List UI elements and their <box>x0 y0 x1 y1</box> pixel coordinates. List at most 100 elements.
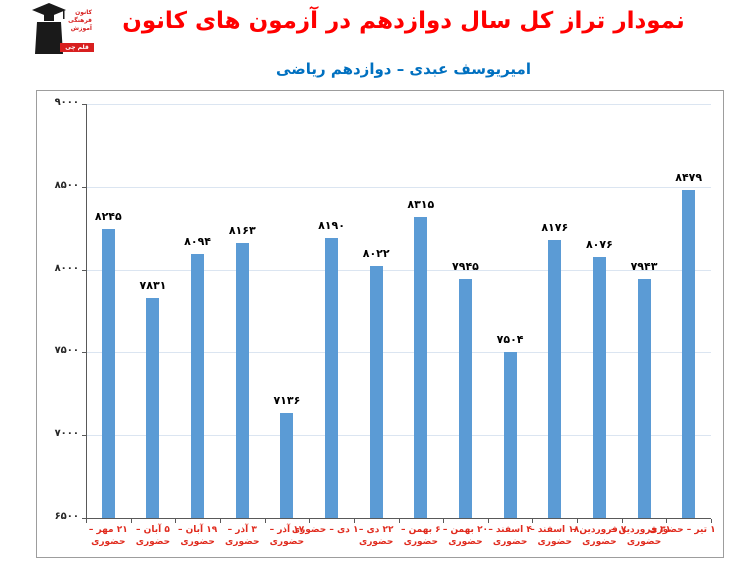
bar <box>682 190 696 518</box>
bar <box>637 279 651 518</box>
x-axis-tick <box>130 519 132 523</box>
x-tick-label: ۲۱ مهر – حضوری <box>81 525 135 548</box>
bar <box>101 229 115 518</box>
y-tick-label: ۷۰۰۰ <box>54 428 79 440</box>
bar-value-label: ۸۲۴۵ <box>94 210 122 224</box>
gridline <box>86 186 711 188</box>
bar <box>235 242 249 518</box>
x-tick-label-line: حضوری <box>135 536 171 547</box>
x-axis-tick <box>532 519 534 523</box>
gridline <box>86 352 711 354</box>
x-tick-label-line: حضوری <box>225 536 260 547</box>
x-tick-label-line: ۲۰ بهمن – <box>442 525 489 535</box>
bar-value-label: ۸۳۱۵ <box>407 198 435 212</box>
bar-value-label: ۸۰۹۴ <box>184 235 212 249</box>
x-tick-label: ۳ آذر – حضوری <box>215 525 269 548</box>
bar-value-label: ۸۰۲۲ <box>362 246 390 260</box>
x-tick-label-line: ۱۹ آبان – <box>177 525 218 535</box>
y-axis-tick <box>82 435 86 437</box>
x-tick-label: ۱۸ اسفند – حضوری <box>528 525 582 548</box>
x-tick-label-line: حضوری <box>180 536 215 547</box>
x-tick-label-line: حضوری <box>626 536 662 547</box>
x-tick-label-line: ۳ آذر – <box>227 525 257 535</box>
x-tick-label: ۶ بهمن – حضوری <box>394 525 448 548</box>
x-tick-label: ۷ فروردین – حضوری <box>571 525 627 548</box>
y-axis-tick <box>82 352 86 354</box>
x-tick-label-line: حضوری <box>492 536 528 547</box>
bar-value-label: ۷۸۳۱ <box>139 278 167 292</box>
bar <box>280 412 294 518</box>
x-axis-tick <box>264 519 266 523</box>
x-axis-tick <box>309 519 311 523</box>
logo-banner: قلم چی <box>60 43 94 52</box>
x-axis-tick <box>219 519 221 523</box>
y-axis-tick <box>82 518 86 519</box>
bar-chart: ۹۰۰۰ ۸۵۰۰ ۸۰۰۰ ۷۵۰۰ ۷۰۰۰ ۶۵۰۰ ۸۲۴۵ ۲۱ مهر – حضور… <box>36 90 724 558</box>
x-axis-tick <box>398 519 400 523</box>
x-tick-label-line: حضوری <box>537 536 572 547</box>
logo-text: کانون فرهنگی آموزش <box>68 9 92 32</box>
y-axis-tick <box>82 269 86 271</box>
chart-subtitle: امیریوسف عبدی – دوازدهم ریاضی <box>276 60 531 78</box>
graduate-icon <box>32 3 66 54</box>
x-tick-label-line: حضوری <box>91 536 126 547</box>
x-tick-label-line: ۳۱ فروردین – <box>610 525 672 535</box>
y-axis-tick <box>82 104 86 105</box>
bar <box>325 238 339 518</box>
bar-value-label: ۸۱۹۰ <box>318 219 345 233</box>
x-tick-label-line: حضوری <box>358 536 394 547</box>
bar <box>592 257 606 518</box>
x-tick-label-line: ۱۷ آذر – <box>269 525 305 535</box>
bar-value-label: ۷۵۰۴ <box>496 332 524 346</box>
bar-value-label: ۸۰۷۶ <box>585 238 613 251</box>
y-axis-tick <box>82 186 86 188</box>
bar-value-label: ۷۹۴۵ <box>452 259 479 273</box>
x-tick-label: ۱۹ آبان – حضوری <box>171 525 225 548</box>
x-tick-label-line: ۱۸ اسفند – <box>530 525 580 535</box>
y-tick-label: ۸۰۰۰ <box>54 262 79 274</box>
x-axis-tick <box>711 519 712 523</box>
bar-value-label: ۷۱۳۶ <box>273 393 301 407</box>
x-axis-tick <box>666 519 668 523</box>
bar <box>503 351 517 518</box>
gridline <box>86 435 711 437</box>
x-tick-label: ۱ دی – حضوری <box>292 525 359 537</box>
chart-title: نمودار تراز کل سال دوازدهم در آزمون های … <box>122 8 685 34</box>
x-tick-label-line: ۵ آبان – <box>136 525 170 535</box>
bar <box>146 297 160 518</box>
bar <box>369 265 383 518</box>
x-axis-tick <box>577 519 579 523</box>
x-tick-label: ۳۱ فروردین – حضوری <box>610 525 672 548</box>
bar <box>548 240 562 518</box>
x-tick-label: ۱۷ آذر – حضوری <box>260 525 314 548</box>
x-tick-label-line: ۷ فروردین – <box>571 525 627 535</box>
bar <box>458 278 472 518</box>
x-tick-label-line: ۴ اسفند – <box>488 525 532 535</box>
y-axis <box>86 104 87 518</box>
x-tick-label-line: ۲۱ مهر – <box>88 525 128 535</box>
x-axis-tick <box>443 519 445 523</box>
x-tick-label-line: حضوری <box>403 536 439 547</box>
x-axis-tick <box>621 519 623 523</box>
x-tick-label: ۲۰ بهمن – حضوری <box>438 525 492 548</box>
x-axis-tick <box>86 519 87 523</box>
y-tick-label: ۷۵۰۰ <box>54 345 79 357</box>
x-tick-label: ۵ آبان – حضوری <box>126 525 180 548</box>
y-tick-label: ۶۵۰۰ <box>54 511 79 522</box>
x-tick-label-line: حضوری <box>269 536 305 547</box>
x-tick-label-line: حضوری <box>582 536 617 547</box>
x-tick-label: ۱ تیر – حضوری <box>649 525 715 537</box>
y-tick-label: ۸۵۰۰ <box>54 179 79 191</box>
bar-value-label: ۸۱۷۶ <box>541 221 569 235</box>
bar <box>191 254 205 518</box>
gridline <box>86 269 711 271</box>
y-tick-label: ۹۰۰۰ <box>54 97 79 108</box>
bar <box>414 217 428 518</box>
bar-value-label: ۸۱۶۳ <box>228 223 256 237</box>
gridline <box>86 104 711 105</box>
x-tick-label: ۲۲ دی – حضوری <box>349 525 403 548</box>
kanoon-logo: کانون فرهنگی آموزش قلم چی <box>30 2 94 56</box>
x-axis-tick <box>353 519 355 523</box>
x-axis-tick <box>175 519 177 523</box>
